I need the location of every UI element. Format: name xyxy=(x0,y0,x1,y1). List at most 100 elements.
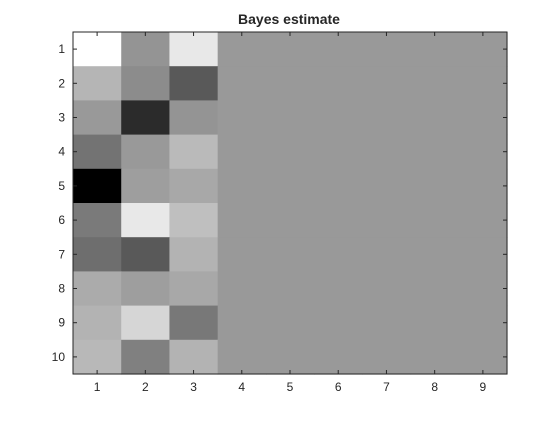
y-tick-label: 7 xyxy=(58,247,65,261)
chart-title: Bayes estimate xyxy=(238,11,340,27)
y-tick-label: 2 xyxy=(58,76,65,90)
heatmap-cell-r7-c5 xyxy=(265,237,315,272)
heatmap-cell-r4-c8 xyxy=(410,134,460,170)
heatmap-cells xyxy=(73,32,508,375)
heatmap-cell-r2-c9 xyxy=(458,66,508,101)
heatmap-cell-r3-c5 xyxy=(265,100,315,136)
heatmap-cell-r6-c2 xyxy=(121,203,171,238)
heatmap-cell-r9-c1 xyxy=(73,305,122,341)
heatmap-cell-r9-c9 xyxy=(458,305,508,341)
heatmap-cell-r5-c7 xyxy=(362,168,412,204)
heatmap-cell-r1-c7 xyxy=(362,32,412,67)
x-tick-label: 8 xyxy=(431,380,438,394)
heatmap-cell-r6-c7 xyxy=(362,203,412,238)
heatmap-cell-r2-c3 xyxy=(169,66,219,101)
heatmap-cell-r7-c6 xyxy=(314,237,363,272)
heatmap-cell-r4-c7 xyxy=(362,134,412,170)
heatmap-cell-r10-c7 xyxy=(362,339,412,375)
heatmap-cell-r3-c1 xyxy=(73,100,122,136)
x-tick-label: 2 xyxy=(142,380,149,394)
heatmap-cell-r3-c7 xyxy=(362,100,412,136)
heatmap-cell-r8-c5 xyxy=(265,271,315,307)
heatmap-cell-r2-c8 xyxy=(410,66,460,101)
y-tick-label: 9 xyxy=(58,316,65,330)
heatmap-cell-r6-c4 xyxy=(217,203,267,238)
y-tick-label: 4 xyxy=(58,145,65,159)
heatmap-cell-r7-c1 xyxy=(73,237,122,272)
heatmap-cell-r7-c8 xyxy=(410,237,460,272)
heatmap-cell-r2-c6 xyxy=(314,66,363,101)
heatmap-cell-r4-c6 xyxy=(314,134,363,170)
heatmap-cell-r3-c3 xyxy=(169,100,219,136)
heatmap-cell-r6-c8 xyxy=(410,203,460,238)
heatmap-cell-r4-c9 xyxy=(458,134,508,170)
heatmap-cell-r4-c4 xyxy=(217,134,267,170)
heatmap-cell-r9-c2 xyxy=(121,305,171,341)
heatmap-cell-r9-c6 xyxy=(314,305,363,341)
heatmap-cell-r10-c3 xyxy=(169,339,219,375)
x-tick-label: 9 xyxy=(480,380,487,394)
heatmap-cell-r7-c2 xyxy=(121,237,171,272)
heatmap-cell-r7-c4 xyxy=(217,237,267,272)
heatmap-cell-r8-c9 xyxy=(458,271,508,307)
heatmap-cell-r1-c4 xyxy=(217,32,267,67)
heatmap-cell-r10-c8 xyxy=(410,339,460,375)
heatmap-cell-r8-c1 xyxy=(73,271,122,307)
x-tick-label: 6 xyxy=(335,380,342,394)
heatmap-cell-r5-c5 xyxy=(265,168,315,204)
heatmap-cell-r5-c1 xyxy=(73,168,122,204)
x-tick-label: 4 xyxy=(238,380,245,394)
heatmap-cell-r3-c2 xyxy=(121,100,171,136)
heatmap-cell-r1-c5 xyxy=(265,32,315,67)
heatmap-cell-r1-c2 xyxy=(121,32,171,67)
heatmap-cell-r10-c5 xyxy=(265,339,315,375)
heatmap-cell-r1-c9 xyxy=(458,32,508,67)
heatmap-cell-r10-c6 xyxy=(314,339,363,375)
heatmap-cell-r1-c3 xyxy=(169,32,219,67)
heatmap-cell-r2-c7 xyxy=(362,66,412,101)
heatmap-cell-r3-c9 xyxy=(458,100,508,136)
heatmap-cell-r3-c4 xyxy=(217,100,267,136)
heatmap-cell-r1-c8 xyxy=(410,32,460,67)
x-tick-label: 5 xyxy=(287,380,294,394)
heatmap-cell-r9-c8 xyxy=(410,305,460,341)
x-tick-label: 7 xyxy=(383,380,390,394)
heatmap-cell-r6-c9 xyxy=(458,203,508,238)
heatmap-cell-r2-c1 xyxy=(73,66,122,101)
y-axis: 1 2 3 4 5 6 7 8 9 10 xyxy=(52,42,507,364)
heatmap-cell-r10-c4 xyxy=(217,339,267,375)
heatmap-cell-r1-c6 xyxy=(314,32,363,67)
heatmap-cell-r3-c6 xyxy=(314,100,363,136)
heatmap-cell-r9-c3 xyxy=(169,305,219,341)
heatmap-cell-r8-c3 xyxy=(169,271,219,307)
heatmap-cell-r10-c9 xyxy=(458,339,508,375)
heatmap-cell-r7-c9 xyxy=(458,237,508,272)
heatmap-cell-r4-c1 xyxy=(73,134,122,170)
heatmap-cell-r5-c4 xyxy=(217,168,267,204)
heatmap-cell-r6-c5 xyxy=(265,203,315,238)
heatmap-cell-r9-c5 xyxy=(265,305,315,341)
heatmap-cell-r7-c7 xyxy=(362,237,412,272)
heatmap-cell-r8-c6 xyxy=(314,271,363,307)
heatmap-cell-r9-c7 xyxy=(362,305,412,341)
heatmap-cell-r5-c2 xyxy=(121,168,171,204)
y-tick-label: 3 xyxy=(58,111,65,125)
heatmap-cell-r7-c3 xyxy=(169,237,219,272)
heatmap-cell-r2-c5 xyxy=(265,66,315,101)
x-tick-label: 3 xyxy=(190,380,197,394)
y-tick-label: 5 xyxy=(58,179,65,193)
heatmap-cell-r5-c9 xyxy=(458,168,508,204)
heatmap-cell-r10-c1 xyxy=(73,339,122,375)
heatmap-cell-r5-c3 xyxy=(169,168,219,204)
y-tick-label: 6 xyxy=(58,213,65,227)
heatmap-cell-r4-c5 xyxy=(265,134,315,170)
axes-box xyxy=(72,31,508,375)
y-tick-label: 8 xyxy=(58,282,65,296)
heatmap-cell-r5-c8 xyxy=(410,168,460,204)
x-tick-label: 1 xyxy=(94,380,101,394)
heatmap-cell-r8-c4 xyxy=(217,271,267,307)
heatmap-cell-r5-c6 xyxy=(314,168,363,204)
heatmap-cell-r6-c1 xyxy=(73,203,122,238)
